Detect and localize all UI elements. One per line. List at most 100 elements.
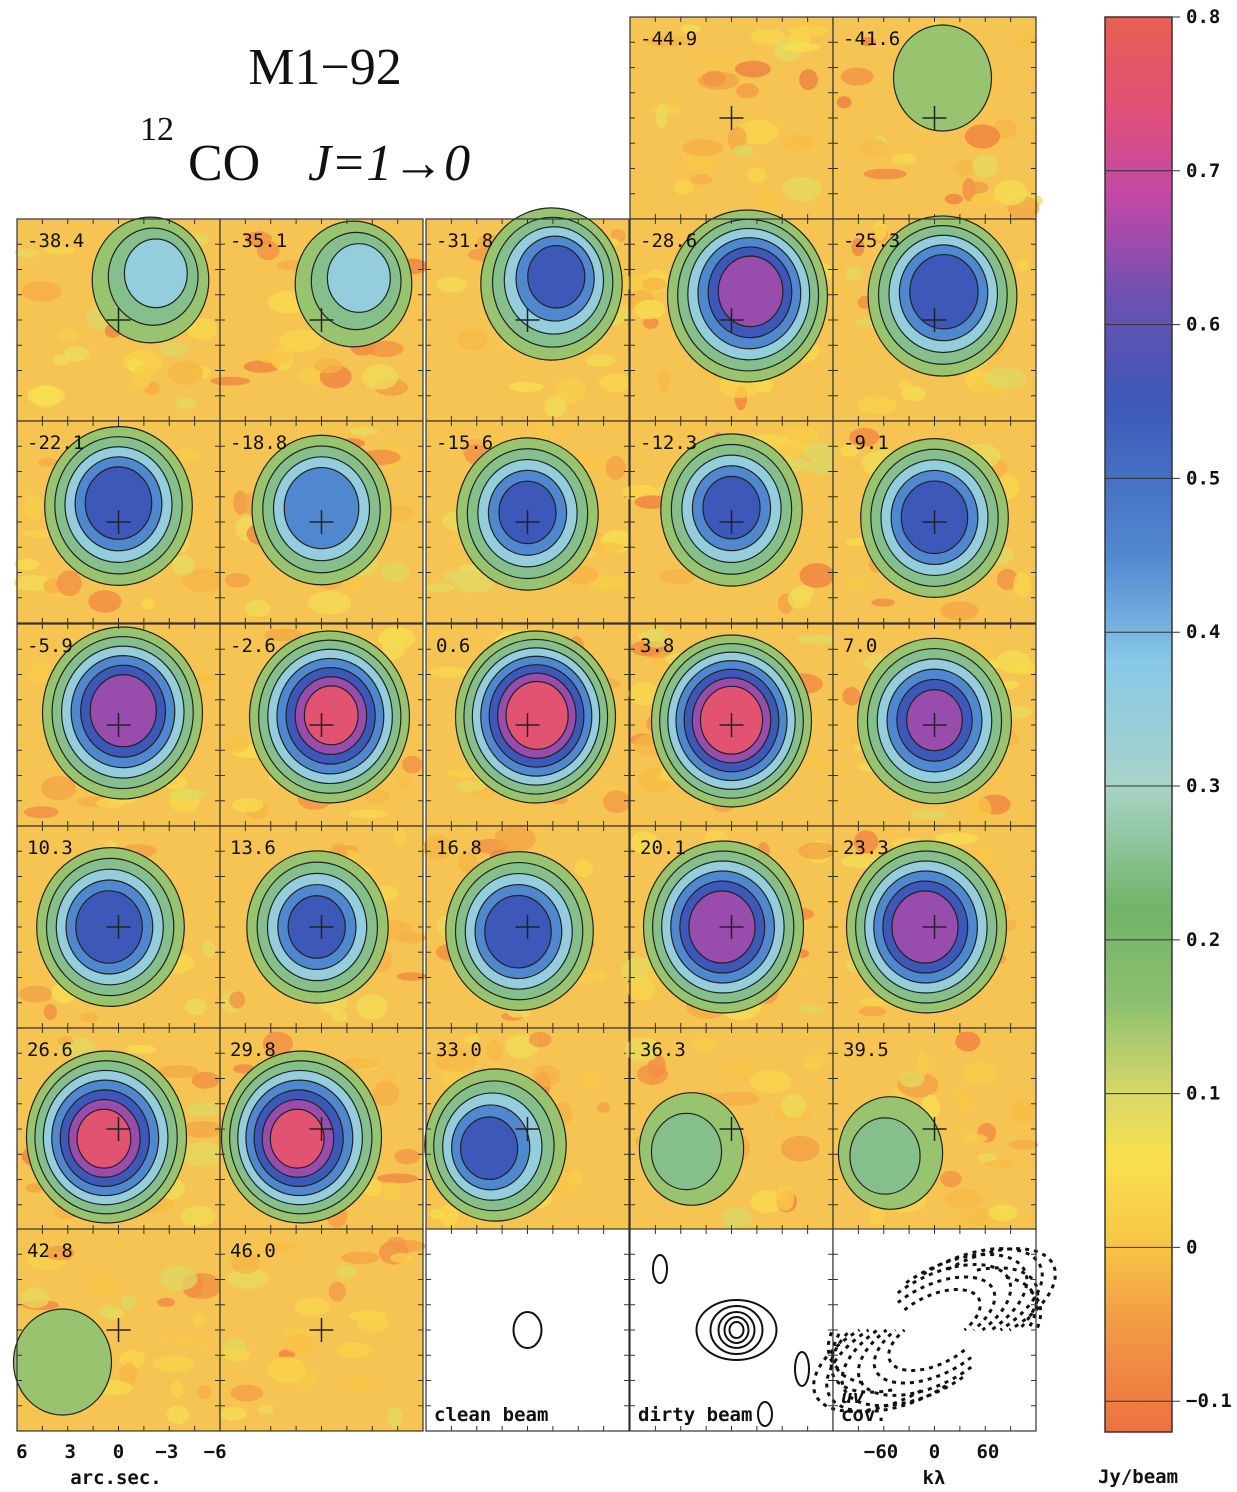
beam-label: dirty beam	[638, 1404, 752, 1426]
noise	[314, 358, 343, 373]
noise	[256, 350, 293, 363]
noise	[171, 1381, 184, 1398]
noise	[202, 940, 216, 957]
noise	[940, 601, 979, 620]
panel: -18.8	[220, 421, 423, 623]
colorbar	[1105, 17, 1172, 1432]
noise	[837, 96, 852, 108]
colorbar-label: Jy/beam	[1098, 1466, 1178, 1488]
contour	[850, 1118, 920, 1194]
contour	[894, 25, 992, 131]
panel: 10.3	[17, 826, 220, 1028]
noise	[402, 756, 422, 774]
velocity-label: 3.8	[640, 635, 674, 657]
noise	[349, 427, 378, 436]
noise	[847, 578, 869, 591]
noise	[864, 169, 907, 180]
velocity-label: -25.3	[843, 230, 900, 252]
noise	[776, 1193, 789, 1202]
noise	[1012, 34, 1037, 48]
noise	[185, 998, 207, 1015]
noise	[994, 180, 1028, 205]
noise	[397, 777, 411, 788]
axis-tick-label: 3	[64, 1441, 75, 1463]
panel: uvcov.	[814, 1229, 1056, 1431]
noise	[336, 1342, 372, 1358]
noise	[871, 599, 895, 607]
panel: clean beam	[426, 1229, 629, 1431]
contour	[90, 675, 156, 747]
noise	[1010, 1099, 1036, 1123]
noise	[911, 809, 947, 820]
noise	[210, 377, 250, 386]
transition: J=1→0	[308, 135, 470, 192]
noise	[727, 1063, 752, 1076]
noise	[80, 1012, 98, 1022]
panel: -28.6	[623, 210, 833, 421]
noise	[962, 1061, 996, 1085]
contour	[910, 255, 978, 329]
noise	[198, 1385, 212, 1400]
velocity-label: 16.8	[436, 837, 482, 859]
velocity-label: -22.1	[27, 432, 84, 454]
noise	[733, 145, 754, 157]
noise	[356, 994, 388, 1019]
noise	[599, 374, 633, 392]
colorbar-tick-label: 0.7	[1186, 160, 1220, 182]
noise	[158, 342, 188, 356]
contour	[304, 686, 358, 745]
noise	[41, 776, 76, 800]
panel: 20.1	[621, 826, 835, 1028]
noise	[430, 1209, 443, 1220]
noise	[1016, 260, 1028, 272]
noise	[803, 1055, 824, 1070]
noise	[295, 1298, 331, 1316]
noise	[940, 1171, 962, 1187]
noise	[788, 25, 829, 36]
axis-tick-label: 6	[16, 1441, 27, 1463]
panel: 36.3	[625, 1028, 833, 1230]
contour	[284, 468, 359, 549]
noise	[341, 1252, 379, 1264]
noise	[427, 583, 455, 592]
noise	[57, 570, 82, 596]
noise	[702, 71, 726, 87]
noise	[970, 193, 997, 204]
noise	[220, 1407, 246, 1421]
noise	[349, 810, 388, 819]
velocity-label: -38.4	[27, 230, 84, 252]
velocity-label: -44.9	[640, 28, 697, 50]
noise	[231, 1385, 264, 1402]
noise	[373, 1081, 400, 1106]
noise	[329, 1282, 346, 1302]
noise	[693, 1038, 718, 1051]
noise	[21, 971, 36, 986]
velocity-label: -18.8	[230, 432, 287, 454]
noise	[892, 153, 918, 165]
panel: -9.1	[833, 421, 1036, 623]
panel: -41.6	[833, 17, 1043, 220]
noise	[487, 1040, 503, 1062]
noise	[735, 61, 771, 78]
panel: 26.6	[17, 1028, 224, 1230]
noise	[606, 456, 626, 480]
noise	[96, 799, 124, 808]
panel: -5.9	[17, 624, 220, 826]
noise	[634, 300, 664, 319]
panel: -44.9	[630, 17, 833, 219]
velocity-label: 33.0	[436, 1039, 482, 1061]
velocity-label: -9.1	[843, 432, 889, 454]
noise	[637, 1064, 668, 1085]
panel: dirty beam	[630, 1229, 833, 1431]
contour	[718, 256, 783, 326]
noise	[21, 1288, 50, 1309]
noise	[387, 1237, 406, 1248]
noise	[268, 1357, 306, 1383]
noise	[165, 1337, 205, 1347]
noise	[869, 1208, 885, 1226]
panel: -31.8	[426, 208, 632, 421]
panel: -2.6	[220, 624, 423, 826]
noise	[381, 562, 409, 581]
noise	[19, 986, 53, 1003]
noise	[690, 174, 713, 185]
